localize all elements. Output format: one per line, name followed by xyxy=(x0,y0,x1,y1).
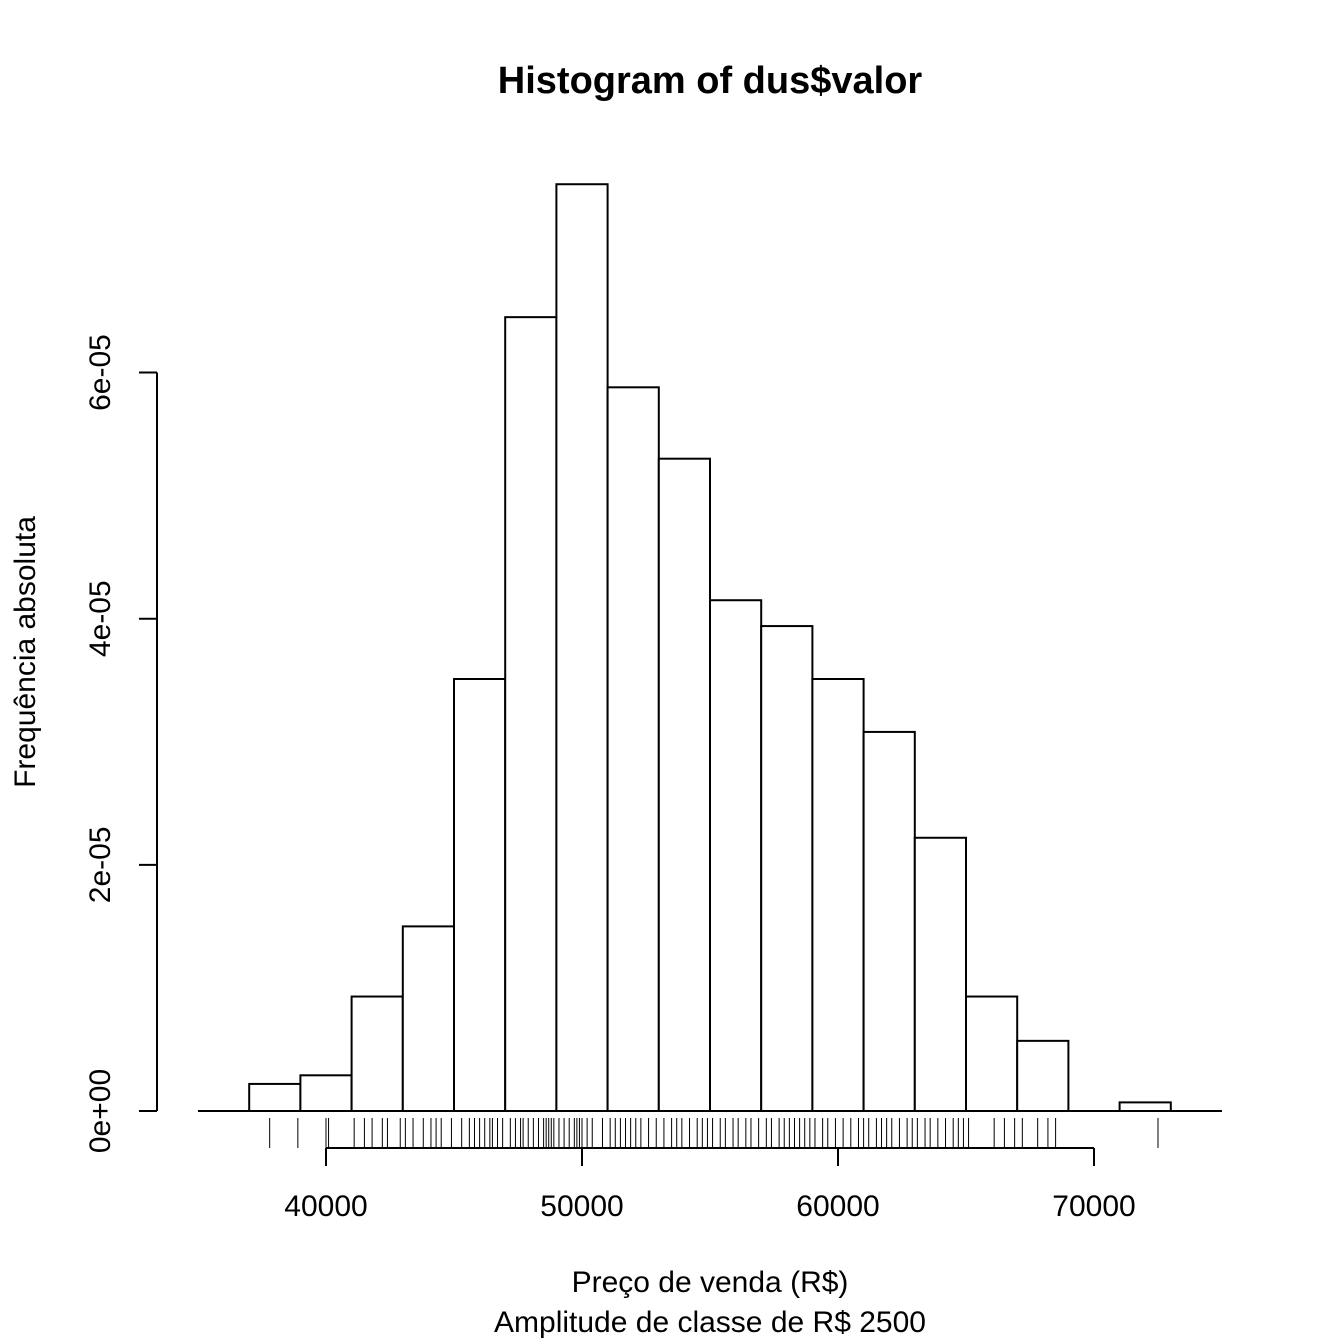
histogram-bar xyxy=(248,1082,302,1113)
y-tick-label: 4e-05 xyxy=(84,580,117,657)
chart-title: Histogram of dus$valor xyxy=(498,60,923,102)
histogram-bar xyxy=(1118,1101,1172,1113)
y-tick-label: 6e-05 xyxy=(84,334,117,411)
x-axis-sublabel: Amplitude de classe de R$ 2500 xyxy=(494,1306,926,1339)
x-tick-label: 50000 xyxy=(540,1190,623,1223)
histogram-bar xyxy=(709,599,763,1112)
x-tick-label: 40000 xyxy=(284,1190,367,1223)
x-tick-label: 60000 xyxy=(796,1190,879,1223)
histogram-bar xyxy=(299,1074,353,1113)
y-tick-label: 2e-05 xyxy=(84,826,117,903)
y-axis: 0e+00 2e-05 4e-05 6e-05 xyxy=(84,334,158,1153)
x-axis-label: Preço de venda (R$) xyxy=(572,1266,849,1299)
histogram-bar xyxy=(555,183,609,1112)
histogram-bar xyxy=(760,625,814,1112)
y-tick-label: 0e+00 xyxy=(84,1069,117,1153)
histogram-bar xyxy=(1016,1039,1070,1113)
histogram-bar xyxy=(965,995,1019,1112)
x-axis: 40000 50000 60000 70000 xyxy=(284,1147,1136,1223)
histogram-bar xyxy=(401,925,455,1113)
histogram-bar xyxy=(504,316,558,1112)
x-tick-label: 70000 xyxy=(1052,1190,1135,1223)
histogram-bar xyxy=(913,836,967,1112)
histogram-bar xyxy=(453,678,507,1112)
rug-marks xyxy=(269,1118,1159,1148)
histogram-bar xyxy=(811,678,865,1112)
histogram-bar xyxy=(350,995,404,1112)
y-axis-label: Frequência absoluta xyxy=(9,516,42,788)
histogram-bars xyxy=(248,183,1172,1113)
histogram-bar xyxy=(862,730,916,1113)
histogram-bar xyxy=(606,386,660,1112)
histogram-bar xyxy=(657,457,711,1112)
